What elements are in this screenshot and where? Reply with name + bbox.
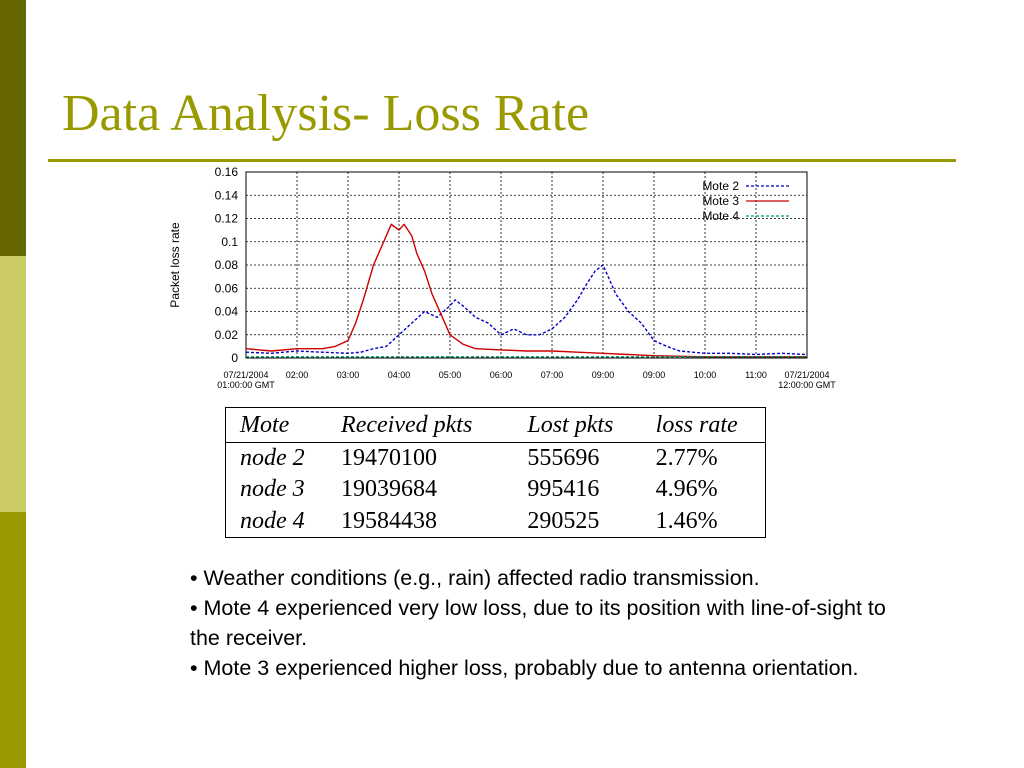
bullet-list: • Weather conditions (e.g., rain) affect… [190, 563, 890, 683]
figure-panel: 0 0.02 0.04 0.06 0.08 0.1 0.12 0.14 0.16 07/21/20… [164, 162, 836, 546]
x-tick-label: 07/21/2004 [784, 370, 829, 380]
slide-title: Data Analysis- Loss Rate [62, 85, 590, 142]
cell-received: 19584438 [341, 507, 438, 534]
y-tick-label: 0.1 [221, 235, 238, 249]
cell-loss-rate: 2.77% [655, 445, 718, 472]
y-tick-label: 0.14 [215, 188, 239, 202]
bullet-item: • Weather conditions (e.g., rain) affect… [190, 566, 760, 590]
title-divider [48, 159, 956, 162]
cell-loss-rate: 1.46% [655, 507, 718, 534]
header-received: Received pkts [327, 407, 514, 443]
series-line-1 [245, 264, 808, 356]
y-tick-label: 0.02 [215, 328, 239, 342]
cell-mote: node 2 [240, 445, 305, 472]
plot-frame [245, 171, 808, 359]
legend-label: Mote 3 [702, 194, 739, 208]
header-lost: Lost pkts [513, 407, 642, 443]
sidebar-block-mid [0, 512, 26, 768]
x-tick-label-secondary: 01:00:00 GMT [217, 380, 275, 390]
x-tick-label: 09:00 [592, 370, 615, 380]
legend-label: Mote 4 [702, 209, 739, 223]
series-line-2 [245, 223, 807, 358]
loss-rate-chart: 0 0.02 0.04 0.06 0.08 0.1 0.12 0.14 0.16 07/21/20… [168, 165, 836, 390]
cell-mote: node 3 [240, 476, 305, 503]
header-mote: Mote [225, 407, 328, 443]
sidebar-block-light [0, 256, 26, 512]
x-tick-label: 07:00 [541, 370, 564, 380]
y-tick-label: 0.08 [215, 258, 239, 272]
table-row: node 2 19470100 555696 2.77% [226, 443, 766, 475]
table-row: node 4 19584438 290525 1.46% [226, 506, 766, 538]
x-tick-label: 04:00 [388, 370, 411, 380]
cell-received: 19470100 [341, 445, 438, 472]
loss-table: Mote Received pkts Lost pkts loss rate n… [225, 407, 766, 538]
x-tick-label-secondary: 12:00:00 GMT [778, 380, 836, 390]
cell-lost: 555696 [527, 445, 600, 472]
x-tick-label: 02:00 [286, 370, 309, 380]
y-tick-label: 0 [231, 351, 238, 365]
x-tick-label: 11:00 [745, 370, 767, 380]
table-row: node 3 19039684 995416 4.96% [226, 474, 766, 505]
cell-loss-rate: 4.96% [655, 476, 718, 503]
cell-lost: 995416 [527, 476, 600, 503]
bullet-item: • Mote 3 experienced higher loss, probab… [190, 656, 859, 680]
cell-received: 19039684 [341, 476, 438, 503]
y-tick-label: 0.16 [215, 165, 239, 179]
y-tick-label: 0.06 [215, 281, 239, 295]
x-tick-label: 07/21/2004 [223, 370, 268, 380]
y-tick-label: 0.12 [215, 212, 239, 226]
x-tick-label: 05:00 [439, 370, 462, 380]
cell-mote: node 4 [240, 507, 305, 534]
y-axis-label: Packet loss rate [168, 222, 182, 308]
legend-label: Mote 2 [702, 179, 739, 193]
x-tick-label: 10:00 [694, 370, 717, 380]
x-tick-label: 09:00 [643, 370, 666, 380]
header-loss-rate: loss rate [641, 407, 766, 443]
sidebar-decoration [0, 0, 26, 768]
sidebar-block-dark [0, 0, 26, 256]
y-tick-label: 0.04 [215, 305, 239, 319]
cell-lost: 290525 [527, 507, 600, 534]
x-tick-label: 06:00 [490, 370, 513, 380]
table-header-row: Mote Received pkts Lost pkts loss rate [225, 407, 766, 443]
x-tick-label: 03:00 [337, 370, 360, 380]
bullet-item: • Mote 4 experienced very low loss, due … [190, 596, 886, 650]
